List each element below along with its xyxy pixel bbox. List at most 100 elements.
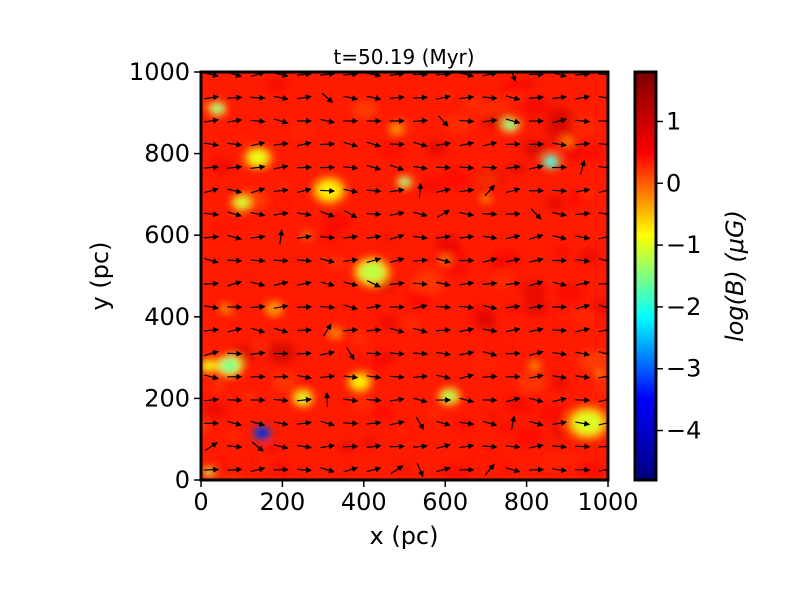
field-texture-patch	[399, 463, 409, 470]
field-arrow	[552, 187, 568, 194]
field-arrow	[273, 210, 289, 217]
field-arrow	[273, 327, 289, 334]
field-arrow	[250, 350, 266, 357]
field-arrow	[459, 234, 475, 240]
y-tick-label: 1000	[129, 58, 190, 86]
field-arrow	[482, 304, 498, 311]
field-arrow	[482, 280, 498, 287]
y-tick-label: 0	[175, 466, 190, 494]
field-texture-patch	[502, 79, 527, 96]
field-arrow	[575, 397, 591, 404]
colorbar-tick-label: 0	[666, 169, 681, 197]
field-arrow	[484, 184, 496, 197]
field-arrow	[482, 443, 498, 450]
field-arrow	[459, 118, 475, 125]
field-texture-patch	[456, 101, 464, 107]
field-texture-patch	[475, 314, 497, 330]
field-arrow	[482, 164, 498, 171]
field-arrow	[343, 281, 359, 288]
field-arrow	[575, 234, 591, 241]
field-arrow	[505, 95, 521, 102]
field-texture-patch	[339, 442, 355, 453]
field-arrow	[575, 72, 591, 78]
field-texture-patch	[490, 272, 515, 289]
field-arrow	[204, 304, 220, 311]
field-texture-patch	[519, 118, 530, 126]
field-arrow	[436, 350, 452, 357]
field-arrow	[227, 443, 243, 450]
field-arrow	[366, 95, 382, 102]
low-field-region	[234, 196, 250, 209]
y-tick-label: 400	[144, 303, 190, 331]
field-arrow	[324, 392, 331, 408]
field-arrow	[528, 326, 544, 333]
field-arrow	[389, 443, 405, 450]
field-arrow	[598, 141, 608, 148]
field-texture-patch	[289, 120, 316, 140]
field-texture-patch	[554, 246, 570, 258]
field-arrow	[436, 304, 452, 311]
field-arrow	[204, 350, 219, 357]
field-arrow	[320, 443, 336, 450]
field-texture-patch	[382, 234, 392, 242]
field-arrow	[552, 419, 568, 426]
field-arrow	[297, 140, 312, 147]
field-arrow	[366, 280, 381, 288]
field-texture-patch	[571, 309, 596, 327]
field-texture-patch	[229, 432, 238, 439]
x-axis: 0 200 400 600 800 1000	[193, 480, 639, 516]
field-texture-patch	[552, 378, 568, 390]
field-arrow	[343, 304, 359, 311]
field-arrow	[250, 94, 266, 101]
field-arrow	[227, 257, 243, 264]
field-arrow	[297, 280, 312, 287]
field-arrow	[482, 94, 498, 101]
field-arrow	[346, 347, 355, 361]
field-texture-patch	[507, 365, 515, 371]
field-texture-patch	[245, 278, 253, 283]
field-arrow	[250, 281, 266, 288]
field-arrow	[343, 374, 359, 380]
field-arrow	[529, 350, 544, 356]
field-texture-patch	[241, 391, 260, 404]
field-arrow	[296, 443, 312, 450]
field-arrow	[436, 258, 451, 264]
field-arrow	[204, 141, 220, 148]
field-texture-patch	[425, 141, 447, 157]
x-tick-label: 400	[341, 488, 387, 516]
field-arrow	[575, 210, 591, 217]
field-texture-patch	[363, 438, 376, 448]
field-texture-patch	[212, 381, 224, 390]
low-field-region	[529, 361, 541, 371]
colorbar-ticks: 1 0 −1 −2 −3 −4	[656, 107, 701, 445]
field-arrow	[296, 374, 312, 381]
field-arrow	[436, 209, 451, 219]
field-arrow	[505, 467, 521, 474]
field-arrow	[575, 141, 591, 148]
field-texture-patch	[371, 404, 395, 421]
field-texture-patch	[230, 215, 247, 227]
field-arrow	[389, 419, 405, 426]
field-arrow	[552, 94, 568, 101]
field-arrow	[484, 463, 495, 476]
field-arrow	[273, 420, 289, 427]
field-arrow	[598, 419, 608, 426]
field-arrow	[273, 95, 289, 102]
field-texture-patch	[496, 250, 520, 267]
field-arrow	[436, 420, 451, 427]
field-texture-patch	[499, 422, 515, 433]
field-arrow	[343, 257, 359, 264]
field-arrow	[389, 72, 405, 78]
low-field-region	[359, 262, 385, 282]
field-arrow	[273, 118, 289, 125]
field-arrow	[343, 327, 359, 334]
field-arrow	[416, 463, 424, 478]
field-arrow	[598, 396, 608, 403]
field-arrow	[529, 233, 544, 240]
field-arrow	[320, 234, 336, 241]
field-arrow	[459, 373, 475, 380]
field-texture-patch	[427, 410, 440, 419]
field-arrow	[204, 280, 220, 287]
field-arrow	[436, 72, 452, 78]
